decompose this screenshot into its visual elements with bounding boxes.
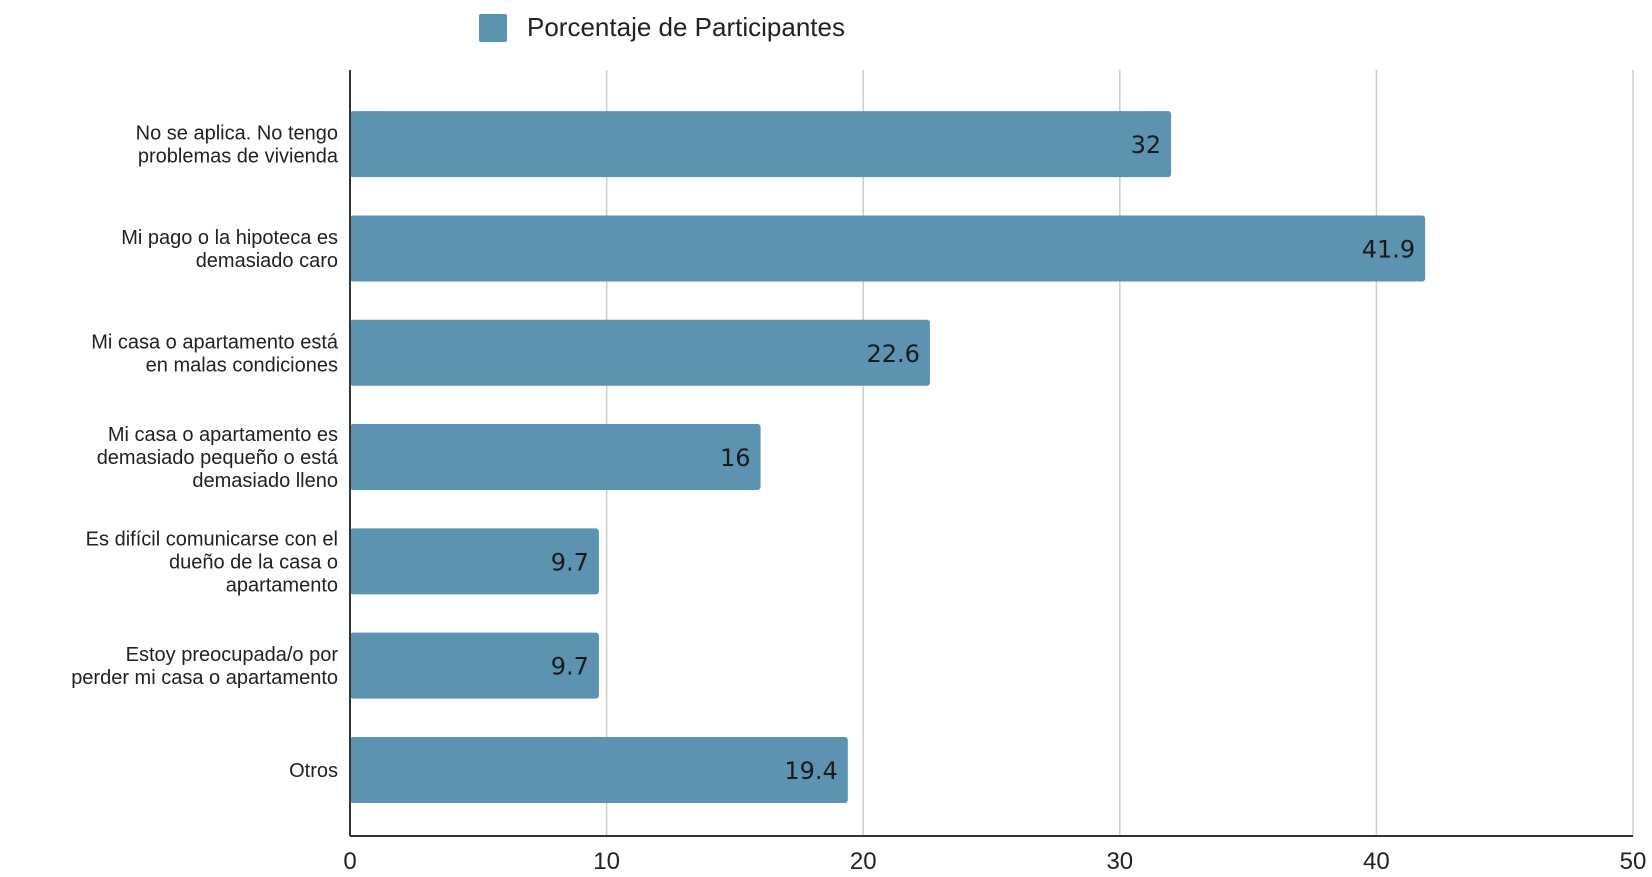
bar: [350, 111, 1172, 178]
data-labels: 32 41.9 22.6 16 9.7 9.7 19.4: [551, 131, 1415, 785]
category-label-line: en malas condiciones: [146, 354, 338, 376]
category-label-line: Mi casa o apartamento es: [108, 424, 338, 446]
category-label-line: apartamento: [226, 574, 338, 596]
bar: [350, 215, 1426, 282]
data-label: 32: [1131, 131, 1162, 159]
bar: [350, 736, 848, 803]
data-label: 19.4: [784, 757, 837, 785]
bars: [350, 111, 1426, 803]
category-label-line: Otros: [289, 760, 338, 782]
bar: [350, 528, 599, 595]
category-label: Es difícil comunicarse con el dueño de la…: [86, 528, 338, 596]
legend-label: Porcentaje de Participantes: [527, 12, 845, 42]
category-label-line: Es difícil comunicarse con el: [86, 528, 338, 550]
category-labels: No se aplica. No tengo problemas de vivie…: [71, 123, 339, 782]
category-label-line: perder mi casa o apartamento: [71, 667, 338, 689]
bar: [350, 319, 930, 386]
x-tick-label: 50: [1620, 848, 1647, 875]
x-tick-label: 10: [593, 848, 620, 875]
x-tick-label: 20: [850, 848, 877, 875]
x-tick-label: 30: [1106, 848, 1133, 875]
category-label-line: dueño de la casa o: [169, 551, 338, 573]
category-label-line: Estoy preocupada/o por: [126, 644, 339, 666]
category-label-line: demasiado caro: [196, 250, 338, 272]
data-label: 9.7: [551, 653, 589, 681]
data-label: 16: [720, 444, 751, 472]
data-label: 9.7: [551, 548, 589, 576]
legend-swatch: [479, 14, 507, 42]
category-label-line: demasiado lleno: [192, 470, 338, 492]
data-label: 22.6: [866, 340, 919, 368]
legend: Porcentaje de Participantes: [479, 12, 845, 42]
category-label-line: No se aplica. No tengo: [136, 123, 338, 145]
axes: [349, 70, 1633, 837]
category-label: Mi casa o apartamento es demasiado pequeñ…: [97, 424, 339, 492]
category-label-line: problemas de vivienda: [138, 146, 339, 168]
x-tick-label: 0: [343, 848, 356, 875]
x-tick-labels: 0 10 20 30 40 50: [343, 848, 1646, 875]
category-label-line: demasiado pequeño o está: [97, 447, 339, 469]
category-label: No se aplica. No tengo problemas de vivie…: [136, 123, 339, 168]
category-label: Mi pago o la hipoteca es demasiado caro: [121, 227, 338, 272]
category-label-line: Mi pago o la hipoteca es: [121, 227, 338, 249]
data-label: 41.9: [1362, 235, 1415, 263]
bar: [350, 632, 599, 699]
x-tick-label: 40: [1363, 848, 1390, 875]
gridlines: [605, 70, 1634, 836]
bar: [350, 424, 761, 491]
category-label: Otros: [289, 760, 338, 782]
category-label: Mi casa o apartamento está en malas condi…: [91, 331, 339, 376]
category-label-line: Mi casa o apartamento está: [91, 331, 339, 353]
category-label: Estoy preocupada/o por perder mi casa o a…: [71, 644, 338, 689]
